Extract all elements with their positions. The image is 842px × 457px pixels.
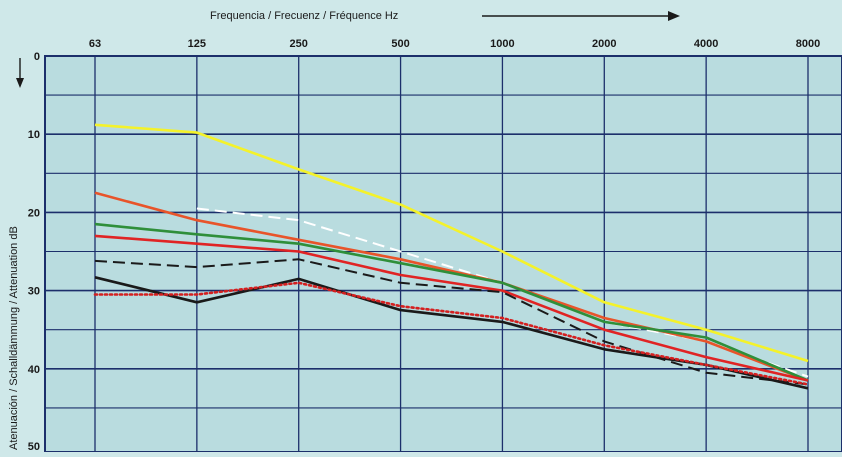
x-tick-label: 500: [391, 38, 409, 50]
x-tick-label: 125: [188, 38, 206, 50]
y-tick-label: 10: [28, 129, 40, 141]
series-line: [94, 191, 809, 382]
x-tick-label: 8000: [796, 38, 820, 50]
series-line: [94, 276, 809, 390]
y-axis-title: Atenuación / Schalldämmung / Attenuation…: [8, 226, 20, 450]
x-tick-label: 63: [89, 38, 101, 50]
x-tick-label: 250: [290, 38, 308, 50]
grid: [45, 56, 842, 452]
y-tick-label: 0: [34, 51, 40, 63]
x-axis-arrow-head: [668, 11, 680, 21]
x-tick-label: 1000: [490, 38, 514, 50]
x-tick-label: 2000: [592, 38, 616, 50]
y-tick-label: 40: [28, 364, 40, 376]
x-tick-labels: 63 125 250 500 1000 2000 4000 8000: [89, 38, 820, 50]
y-tick-label: 50: [28, 441, 40, 452]
plot-area: [44, 55, 842, 453]
y-tick-label: 30: [28, 286, 40, 298]
series-line: [94, 258, 809, 386]
series-line: [94, 123, 809, 363]
x-axis-title: Frequencia / Frecuenz / Fréquence Hz: [210, 10, 398, 22]
series-line: [94, 222, 809, 382]
series-line: [94, 234, 809, 382]
series-layer: [93, 123, 810, 390]
y-axis-arrow-head: [16, 78, 24, 88]
series-line: [93, 281, 810, 386]
y-tick-labels: 0 10 20 30 40 50: [28, 51, 40, 453]
x-tick-label: 4000: [694, 38, 718, 50]
y-tick-label: 20: [28, 207, 40, 219]
